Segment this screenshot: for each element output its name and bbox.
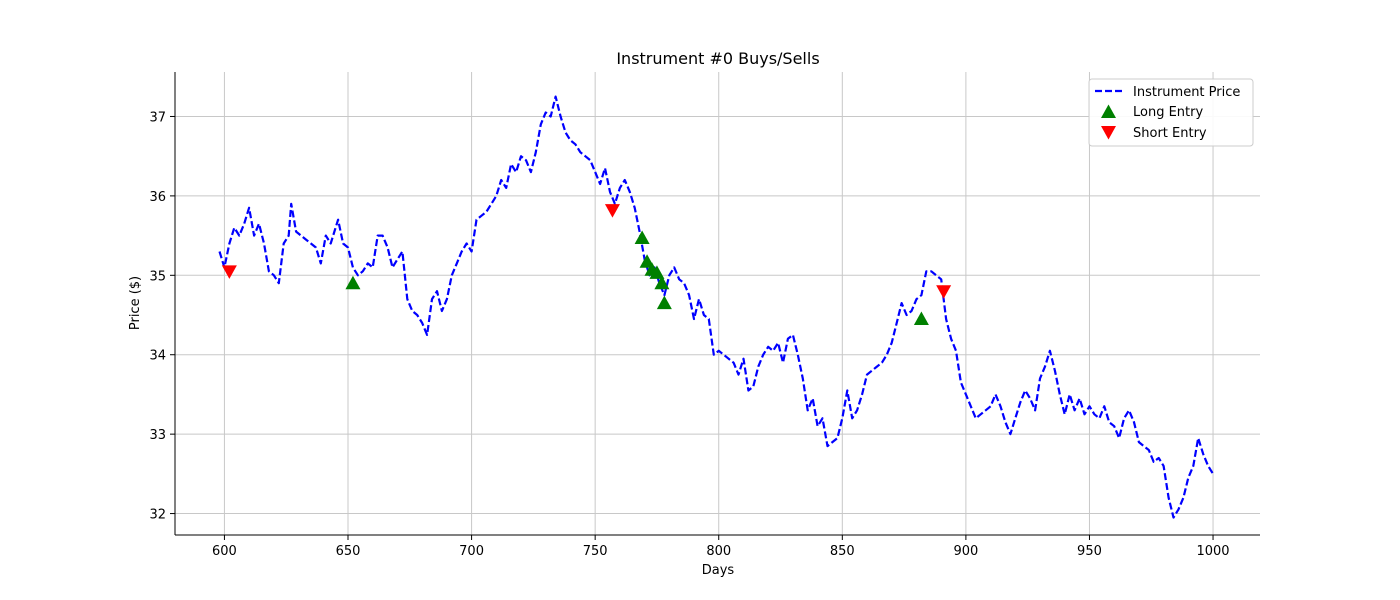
x-tick-label: 850 [830,544,855,559]
legend-label-short: Short Entry [1133,126,1207,141]
x-tick-label: 700 [459,544,484,559]
x-tick-label: 1000 [1196,544,1229,559]
legend-box [1088,78,1254,147]
legend-short-swatch [1101,126,1116,140]
y-tick-label: 36 [149,190,166,205]
legend-long-swatch [1101,104,1116,118]
x-tick-label: 900 [953,544,978,559]
x-tick-label: 650 [336,544,361,559]
x-axis-label: Days [702,563,735,578]
ticks: 600 650 700 750 800 850 900 950 1000 32 33 34 35 36 37 [149,110,1229,559]
short-entry-marker [604,204,620,218]
long-entry-marker [913,311,929,325]
axes [174,72,1260,536]
x-tick-label: 600 [212,544,237,559]
y-tick-label: 35 [149,269,166,284]
x-tick-label: 750 [583,544,608,559]
y-tick-label: 34 [149,349,166,364]
y-axis-label: Price ($) [128,276,143,330]
series-layer [218,95,1214,519]
x-tick-label: 950 [1077,544,1102,559]
y-tick-label: 37 [149,110,166,125]
y-tick-label: 33 [149,428,166,443]
grid [175,72,1260,535]
long-entry-marker [649,265,665,279]
long-entry-marker [345,275,361,290]
y-tick-label: 32 [149,508,166,523]
chart-title: Instrument #0 Buys/Sells [616,49,819,68]
short-entry-marker [221,265,237,279]
long-entry-marker [634,230,650,244]
long-entry-marker [654,275,670,290]
legend-label-long: Long Entry [1133,105,1203,120]
price-series-line [218,95,1214,519]
legend: Instrument Price Long Entry Short Entry [1088,78,1254,147]
x-tick-label: 800 [706,544,731,559]
legend-label-price: Instrument Price [1133,85,1240,100]
long-entry-marker [656,295,672,310]
short-entry-marker [936,285,952,299]
